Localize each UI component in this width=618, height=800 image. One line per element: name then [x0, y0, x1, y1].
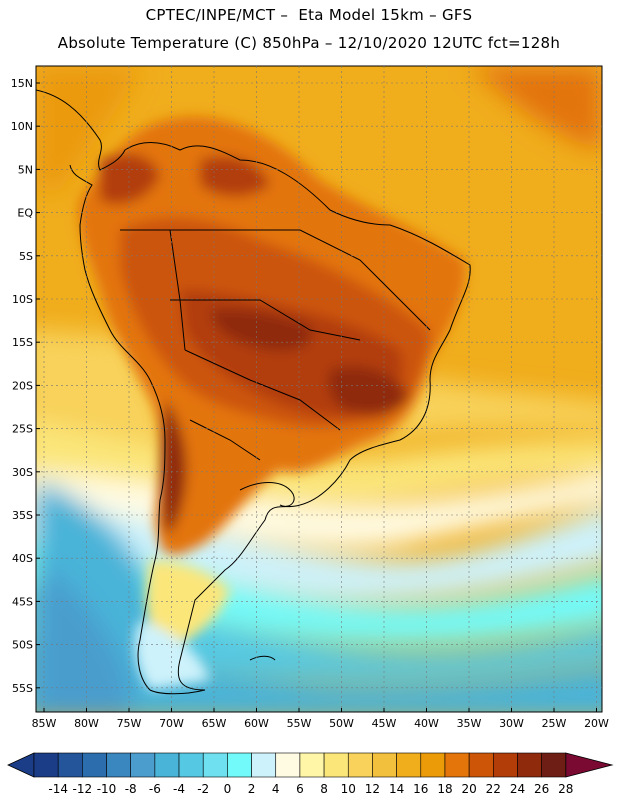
colorbar-label: 20: [461, 782, 476, 796]
lon-label: 40W: [414, 717, 439, 730]
colorbar-label: -8: [125, 782, 137, 796]
map-field: [36, 66, 602, 712]
lat-label: 45S: [12, 595, 33, 608]
latitude-labels: 15N 10N 5N EQ 5S 10S 15S 20S 25S 30S 35S 40S 45S 50S 5…: [11, 77, 34, 695]
lon-label: 55W: [287, 717, 312, 730]
colorbar-label: 12: [365, 782, 380, 796]
lon-label: 45W: [372, 717, 397, 730]
lon-label: 30W: [499, 717, 524, 730]
colorbar-swatch: [106, 752, 131, 778]
colorbar-label: -6: [149, 782, 161, 796]
lat-label: 40S: [12, 552, 33, 565]
colorbar-arrow-low: [7, 752, 35, 778]
lat-label: 35S: [12, 509, 33, 522]
lat-label: 50S: [12, 639, 33, 652]
colorbar-swatch: [57, 752, 83, 778]
colorbar-label: 26: [534, 782, 549, 796]
colorbar-swatch: [347, 752, 373, 778]
lat-label: 5N: [18, 163, 33, 176]
colorbar-swatch: [517, 752, 542, 778]
colorbar-label: -14: [48, 782, 68, 796]
colorbar-swatch: [82, 752, 107, 778]
lat-label: 15N: [11, 77, 33, 90]
colorbar-label: 14: [389, 782, 404, 796]
colorbar-label: -12: [73, 782, 93, 796]
colorbar-label: 8: [320, 782, 328, 796]
lat-label: 25S: [12, 423, 33, 436]
colorbar-swatch: [227, 752, 252, 778]
colorbar-label: -10: [97, 782, 117, 796]
chart-title-line2: Absolute Temperature (C) 850hPa – 12/10/…: [57, 34, 561, 52]
colorbar-label: 16: [413, 782, 428, 796]
colorbar-label: 4: [272, 782, 280, 796]
colorbar-label: -4: [173, 782, 185, 796]
lon-label: 75W: [117, 717, 142, 730]
lat-label: 5S: [19, 250, 33, 263]
lon-label: 20W: [584, 717, 609, 730]
colorbar-label: 2: [248, 782, 256, 796]
colorbar-label: -2: [197, 782, 209, 796]
colorbar-label: 10: [341, 782, 356, 796]
lon-label: 70W: [159, 717, 184, 730]
colorbar-swatch: [275, 752, 301, 778]
colorbar-swatch: [202, 752, 228, 778]
lon-label: 25W: [542, 717, 567, 730]
colorbar-swatch: [323, 752, 349, 778]
lon-label: 85W: [32, 717, 57, 730]
colorbar-arrow-high: [565, 752, 614, 778]
colorbar-swatch: [178, 752, 204, 778]
colorbar: -14 -12 -10 -8 -6 -4 -2 0 2 4 6 8 10 12 14 16 18 20 22 24 26…: [7, 752, 614, 796]
colorbar-swatch: [130, 752, 156, 778]
lat-label: 55S: [12, 682, 33, 695]
colorbar-label: 28: [558, 782, 573, 796]
colorbar-swatch: [251, 752, 277, 778]
colorbar-swatch: [299, 752, 325, 778]
lat-label: 10N: [11, 120, 33, 133]
lon-label: 80W: [74, 717, 99, 730]
colorbar-label: 24: [510, 782, 525, 796]
coastline: [36, 89, 471, 695]
colorbar-swatch: [420, 752, 446, 778]
lon-label: 65W: [202, 717, 227, 730]
lat-label: EQ: [17, 207, 33, 220]
lon-label: 60W: [244, 717, 269, 730]
colorbar-swatch: [541, 752, 567, 778]
colorbar-swatch: [468, 752, 494, 778]
lat-label: 20S: [12, 379, 33, 392]
colorbar-swatch: [444, 752, 470, 778]
colorbar-swatch: [396, 752, 422, 778]
colorbar-label: 22: [486, 782, 501, 796]
colorbar-swatch: [154, 752, 180, 778]
chart-title-line1: CPTEC/INPE/MCT – Eta Model 15km – GFS: [145, 6, 473, 24]
colorbar-swatch: [493, 752, 518, 778]
graticule: [36, 66, 602, 712]
lat-label: 15S: [12, 336, 33, 349]
map-frame: [35, 65, 603, 713]
lat-label: 10S: [12, 293, 33, 306]
colorbar-label: 6: [296, 782, 304, 796]
colorbar-swatch: [372, 752, 397, 778]
colorbar-swatch: [33, 752, 59, 778]
colorbar-label: 18: [437, 782, 452, 796]
lat-label: 30S: [12, 466, 33, 479]
colorbar-label: 0: [224, 782, 232, 796]
continent-field: [78, 116, 466, 556]
lon-label: 35W: [457, 717, 482, 730]
lon-label: 50W: [329, 717, 354, 730]
longitude-labels: 85W 80W 75W 70W 65W 60W 55W 50W 45W 40W 35W 30W 25W 2…: [32, 717, 609, 730]
